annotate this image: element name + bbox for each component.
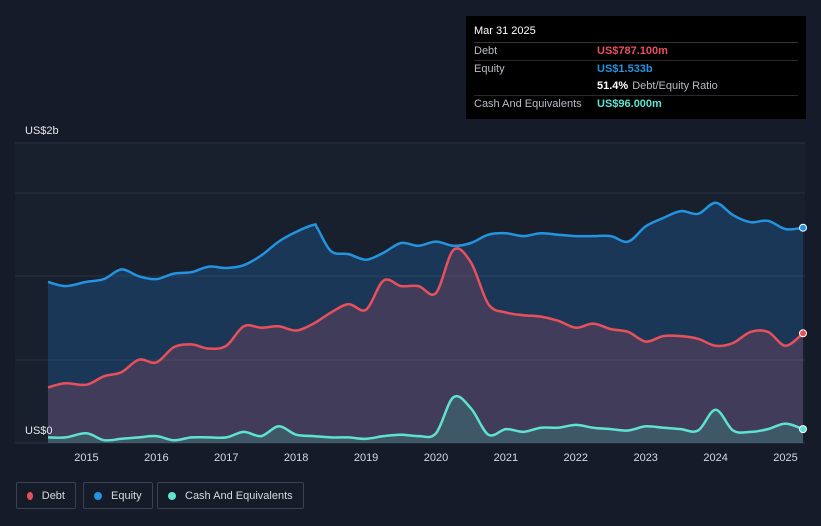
tooltip-equity-value: US$1.533b	[597, 63, 653, 75]
legend-cash[interactable]: Cash And Equivalents	[157, 482, 304, 509]
legend-debt[interactable]: Debt	[16, 482, 76, 509]
equity-area	[48, 202, 803, 443]
tooltip-equity-label: Equity	[474, 63, 505, 75]
legend-equity-label: Equity	[111, 489, 142, 502]
x-tick-label: 2017	[214, 452, 238, 464]
x-tick-label: 2022	[564, 452, 588, 464]
legend-debt-label: Debt	[41, 489, 65, 502]
legend-cash-label: Cash And Equivalents	[185, 489, 293, 502]
tooltip-date: Mar 31 2025	[474, 22, 798, 43]
legend-equity[interactable]: Equity	[83, 482, 153, 509]
tooltip-ratio-label: Debt/Equity Ratio	[632, 80, 718, 92]
data-tooltip: Mar 31 2025 Debt US$787.100m Equity US$1…	[466, 16, 806, 119]
x-tick-label: 2019	[354, 452, 378, 464]
x-tick-label: 2015	[74, 452, 98, 464]
debt-dot-icon	[27, 491, 33, 500]
x-tick-label: 2021	[494, 452, 518, 464]
y-axis-bottom-label: US$0	[25, 425, 53, 437]
x-tick-label: 2023	[633, 452, 657, 464]
series-lines	[47, 201, 804, 442]
x-tick-label: 2020	[424, 452, 448, 464]
x-tick-label: 2025	[773, 452, 797, 464]
tooltip-ratio-value: 51.4%	[597, 80, 629, 92]
x-tick-label: 2018	[284, 452, 308, 464]
equity-line	[47, 201, 804, 288]
cash-dot-icon	[168, 491, 176, 500]
cash-and-equivalents-line	[47, 394, 804, 442]
x-tick-label: 2024	[703, 452, 727, 464]
tooltip-equity-row: Equity US$1.533b	[474, 61, 798, 78]
x-tick-label: 2016	[144, 452, 168, 464]
tooltip-ratio-row: 51.4% Debt/Equity Ratio	[474, 78, 798, 96]
tooltip-debt-label: Debt	[474, 45, 498, 57]
equity-endpoint	[799, 223, 807, 232]
equity-dot-icon	[94, 491, 102, 500]
series-endpoints	[799, 223, 807, 434]
tooltip-cash-value: US$96.000m	[597, 98, 662, 110]
series-areas	[48, 202, 803, 443]
cash-and-equivalents-endpoint	[799, 425, 807, 434]
cash-and-equivalents-area	[48, 396, 803, 443]
tooltip-cash-row: Cash And Equivalents US$96.000m	[474, 96, 798, 113]
x-axis-ticks: 2015 2016 2017 2018 2019 2020 2021 2022 2023 2024…	[74, 452, 798, 464]
tooltip-debt-row: Debt US$787.100m	[474, 43, 798, 61]
tooltip-cash-label: Cash And Equivalents	[474, 98, 582, 110]
debt-endpoint	[799, 329, 807, 338]
debt-line	[47, 247, 804, 389]
debt-area	[48, 248, 803, 443]
tooltip-debt-value: US$787.100m	[597, 45, 668, 57]
y-axis-top-label: US$2b	[25, 125, 59, 137]
